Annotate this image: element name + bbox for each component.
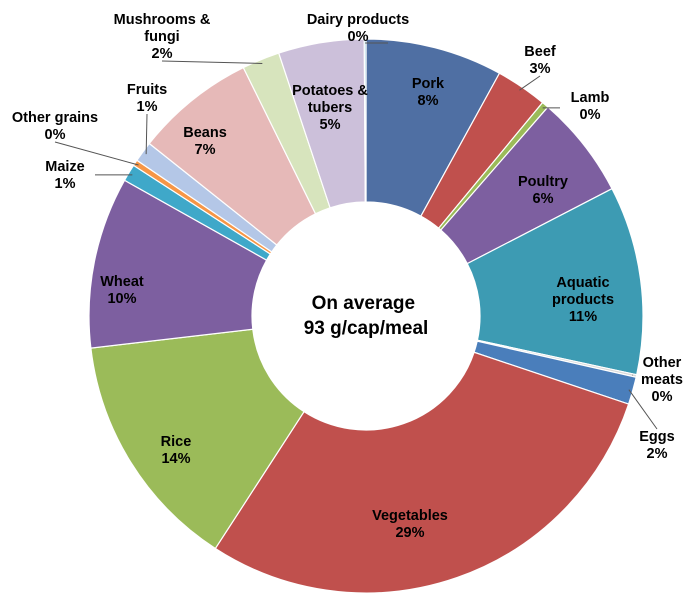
label-value-other-meats: 0% [652, 389, 673, 405]
slice-dairy-products [363, 38, 367, 203]
slice-aquatic-products [466, 187, 644, 376]
label-value-poultry: 6% [533, 191, 554, 207]
label-value-other-grains: 0% [45, 127, 66, 143]
label-value-rice: 14% [161, 451, 190, 467]
leader-line-fruits [145, 113, 148, 155]
label-value-pork: 8% [418, 93, 439, 109]
label-vegetables: Vegetables 29% [372, 508, 448, 541]
label-value-fruits: 1% [137, 99, 158, 115]
label-name-beans: Beans [183, 125, 227, 141]
label-value-wheat: 10% [107, 291, 136, 307]
label-value-mushrooms-fungi: 2% [152, 46, 173, 62]
label-value-aquatic-products: 11% [569, 309, 597, 325]
label-name-poultry: Poultry [518, 174, 568, 190]
label-name-eggs: Eggs [639, 429, 674, 445]
label-value-lamb: 0% [580, 107, 601, 123]
leader-line-beef [519, 75, 541, 91]
label-value-vegetables: 29% [395, 525, 424, 541]
label-other-grains: Other grains 0% [12, 110, 98, 143]
label-pork: Pork 8% [412, 76, 445, 109]
label-beans: Beans 7% [183, 125, 227, 158]
label-value-dairy-products: 0% [348, 29, 369, 45]
slice-rice [90, 328, 305, 550]
label-name-other-meats: meats [641, 372, 683, 388]
label-lamb: Lamb 0% [571, 90, 610, 123]
label-name-vegetables: Vegetables [372, 508, 448, 524]
label-value-beef: 3% [530, 61, 551, 77]
label-fruits: Fruits 1% [127, 82, 167, 115]
label-value-beans: 7% [195, 142, 216, 158]
label-value-potatoes-tubers: 5% [320, 117, 341, 133]
label-name-potatoes-tubers: tubers [308, 100, 352, 116]
label-name-mushrooms-fungi: Mushrooms & [114, 12, 211, 28]
leader-line-eggs [628, 389, 658, 430]
leader-line-mushrooms-fungi [161, 60, 263, 64]
label-other-meats: Other meats 0% [641, 355, 683, 405]
label-beef: Beef 3% [524, 44, 556, 77]
label-name-rice: Rice [161, 434, 192, 450]
center-label-line-1: On average [312, 293, 416, 314]
center-label: On average 93 g/cap/meal [304, 293, 429, 339]
label-name-lamb: Lamb [571, 90, 610, 106]
label-value-eggs: 2% [647, 446, 668, 462]
leader-line-other-grains [54, 141, 139, 166]
label-dairy-products: Dairy products 0% [307, 12, 409, 45]
label-name-aquatic-products: Aquatic [556, 275, 609, 291]
leader-lines [54, 42, 658, 430]
slice-vegetables [214, 351, 630, 594]
label-value-maize: 1% [55, 176, 76, 192]
label-wheat: Wheat 10% [100, 274, 144, 307]
label-poultry: Poultry 6% [518, 174, 568, 207]
center-label-line-2: 93 g/cap/meal [304, 318, 429, 339]
label-mushrooms-fungi: Mushrooms & fungi 2% [114, 12, 211, 62]
label-name-beef: Beef [524, 44, 556, 60]
label-name-maize: Maize [45, 159, 85, 175]
label-name-potatoes-tubers: Potatoes & [292, 83, 368, 99]
label-name-wheat: Wheat [100, 274, 144, 290]
label-name-pork: Pork [412, 76, 445, 92]
label-name-aquatic-products: products [552, 292, 614, 308]
label-rice: Rice 14% [161, 434, 192, 467]
slice-labels: Pork 8%Beef 3%Lamb 0%Poultry 6%Aquatic produc… [12, 12, 683, 541]
label-potatoes-tubers: Potatoes & tubers 5% [292, 83, 368, 133]
label-name-other-grains: Other grains [12, 110, 98, 126]
label-name-fruits: Fruits [127, 82, 167, 98]
label-name-dairy-products: Dairy products [307, 12, 409, 28]
label-name-other-meats: Other [643, 355, 682, 371]
label-eggs: Eggs 2% [639, 429, 674, 462]
label-name-mushrooms-fungi: fungi [144, 29, 179, 45]
label-aquatic-products: Aquatic products 11% [552, 275, 614, 325]
pie-slices [88, 38, 644, 594]
label-maize: Maize 1% [45, 159, 85, 192]
